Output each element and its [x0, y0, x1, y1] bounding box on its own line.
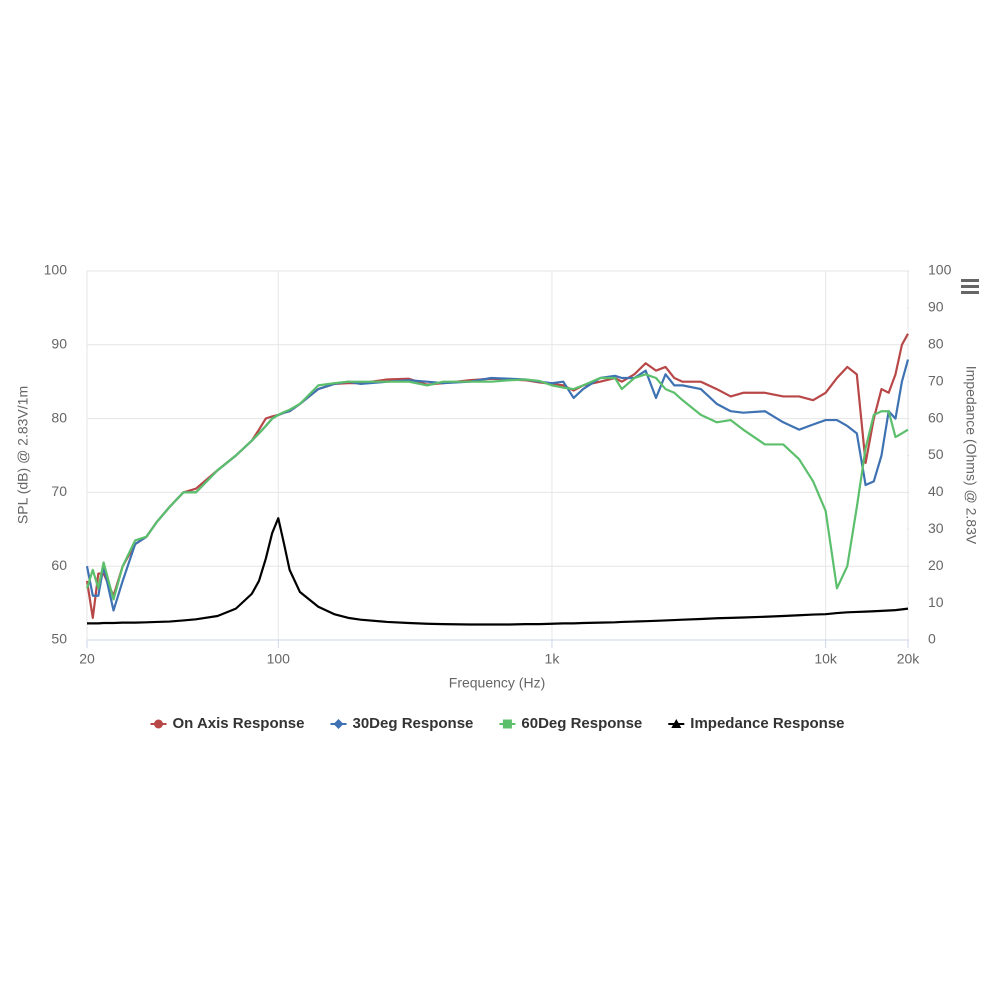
y2-tick-label: 60 — [928, 409, 944, 425]
legend-label: 60Deg Response — [521, 715, 642, 732]
legend-label: On Axis Response — [173, 715, 305, 732]
menu-bar[interactable] — [961, 285, 979, 288]
y-tick-label: 80 — [51, 409, 67, 425]
y-tick-label: 90 — [51, 336, 67, 352]
x-tick-label: 20k — [897, 651, 921, 667]
y2-tick-label: 40 — [928, 483, 944, 499]
x-tick-label: 10k — [814, 651, 838, 667]
y2-tick-label: 70 — [928, 372, 944, 388]
grid — [86, 270, 909, 641]
series-line — [87, 517, 909, 626]
legend-marker — [502, 719, 512, 729]
menu-bar[interactable] — [961, 279, 979, 282]
legend-item[interactable]: 30Deg Response — [330, 715, 474, 732]
y2-tick-label: 50 — [928, 446, 944, 462]
legend-marker — [154, 719, 163, 729]
legend-item[interactable]: Impedance Response — [668, 715, 845, 732]
legend-item[interactable]: On Axis Response — [150, 715, 305, 732]
y2-tick-label: 10 — [928, 594, 944, 610]
legend-marker — [333, 719, 344, 729]
menu-bar[interactable] — [961, 291, 979, 294]
series-line — [85, 333, 909, 619]
legend-label: Impedance Response — [690, 715, 844, 732]
x-tick-label: 100 — [267, 651, 291, 667]
series-line — [85, 373, 909, 601]
y2-tick-label: 20 — [928, 557, 944, 573]
y2-tick-label: 0 — [928, 631, 936, 647]
y2-tick-label: 100 — [928, 262, 952, 278]
legend: On Axis Response 30Deg Response 60Deg Resp… — [150, 715, 845, 732]
y2-tick-label: 30 — [928, 520, 944, 536]
y2-axis-title: Impedance (Ohms) @ 2.83V — [963, 366, 979, 545]
y2-tick-label: 80 — [928, 336, 944, 352]
x-axis-title: Frequency (Hz) — [449, 675, 545, 691]
y-tick-label: 50 — [51, 631, 67, 647]
y-tick-label: 60 — [51, 557, 67, 573]
x-tick-label: 1k — [545, 651, 561, 667]
menu-button[interactable] — [958, 276, 982, 296]
y-tick-label: 100 — [44, 262, 68, 278]
legend-label: 30Deg Response — [353, 715, 474, 732]
y-tick-label: 70 — [51, 483, 67, 499]
y2-tick-label: 90 — [928, 299, 944, 315]
legend-item[interactable]: 60Deg Response — [499, 715, 642, 732]
x-tick-label: 20 — [79, 651, 95, 667]
y-axis-title: SPL (dB) @ 2.83V/1m — [15, 386, 31, 524]
legend-marker — [671, 719, 682, 728]
